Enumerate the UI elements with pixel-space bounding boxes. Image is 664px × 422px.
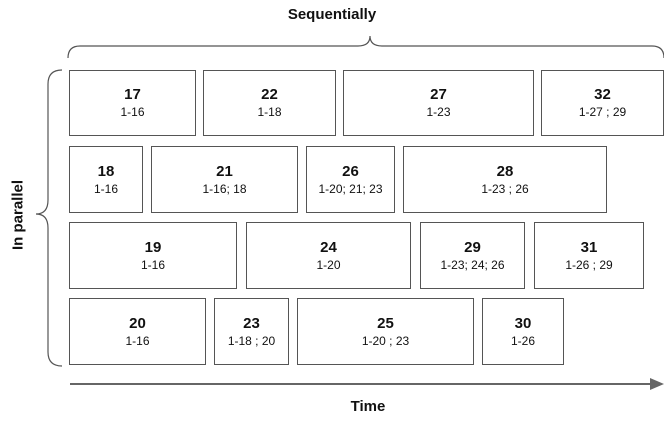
task-box-27: 27 1-23: [343, 70, 534, 136]
task-dependencies: 1-20; 21; 23: [318, 181, 383, 196]
task-dependencies: 1-16: [120, 105, 145, 119]
task-number: 19: [144, 238, 162, 256]
task-number: 22: [261, 86, 278, 103]
task-box-19: 19 1-16: [69, 222, 237, 289]
time-label: Time: [350, 398, 386, 415]
task-dependencies: 1-23 ; 26: [481, 181, 529, 196]
task-box-32: 32 1-27 ; 29: [541, 70, 664, 136]
task-dependencies: 1-18: [257, 105, 282, 119]
task-dependencies: 1-26: [510, 333, 536, 348]
sequential-brace: [67, 35, 664, 59]
task-box-24: 24 1-20: [246, 222, 411, 289]
task-number: 28: [496, 162, 514, 180]
time-axis-arrowhead: [650, 378, 664, 390]
sequentially-label: Sequentially: [287, 6, 377, 23]
task-number: 25: [377, 314, 394, 332]
parallel-brace: [35, 69, 63, 367]
task-box-22: 22 1-18: [203, 70, 336, 136]
task-number: 24: [320, 238, 337, 256]
task-dependencies: 1-16; 18: [202, 181, 247, 196]
task-dependencies: 1-26 ; 29: [565, 257, 613, 272]
task-dependencies: 1-23: [426, 105, 451, 119]
task-dependencies: 1-20: [316, 257, 341, 272]
task-box-26: 26 1-20; 21; 23: [306, 146, 395, 213]
task-dependencies: 1-16: [125, 333, 150, 348]
task-number: 23: [243, 314, 260, 332]
task-box-21: 21 1-16; 18: [151, 146, 298, 213]
task-dependencies: 1-16: [140, 257, 166, 272]
task-number: 20: [129, 314, 146, 332]
task-box-18: 18 1-16: [69, 146, 143, 213]
task-number: 18: [97, 162, 115, 180]
task-box-23: 23 1-18 ; 20: [214, 298, 289, 365]
task-box-31: 31 1-26 ; 29: [534, 222, 644, 289]
task-box-20: 20 1-16: [69, 298, 206, 365]
task-number: 31: [580, 238, 598, 256]
task-number: 27: [430, 86, 447, 103]
task-number: 21: [216, 162, 233, 180]
task-dependencies: 1-16: [93, 181, 119, 196]
task-number: 29: [464, 238, 481, 256]
task-number: 30: [514, 314, 532, 332]
task-box-28: 28 1-23 ; 26: [403, 146, 607, 213]
task-box-17: 17 1-16: [69, 70, 196, 136]
task-dependencies: 1-20 ; 23: [361, 333, 410, 348]
task-dependencies: 1-23; 24; 26: [440, 257, 505, 272]
task-number: 32: [594, 86, 611, 103]
in-parallel-label: In parallel: [9, 179, 27, 251]
task-dependencies: 1-27 ; 29: [578, 105, 627, 119]
task-number: 26: [342, 162, 359, 180]
task-number: 17: [124, 86, 141, 103]
task-box-25: 25 1-20 ; 23: [297, 298, 474, 365]
task-dependencies: 1-18 ; 20: [227, 333, 276, 348]
task-box-29: 29 1-23; 24; 26: [420, 222, 525, 289]
task-box-30: 30 1-26: [482, 298, 564, 365]
